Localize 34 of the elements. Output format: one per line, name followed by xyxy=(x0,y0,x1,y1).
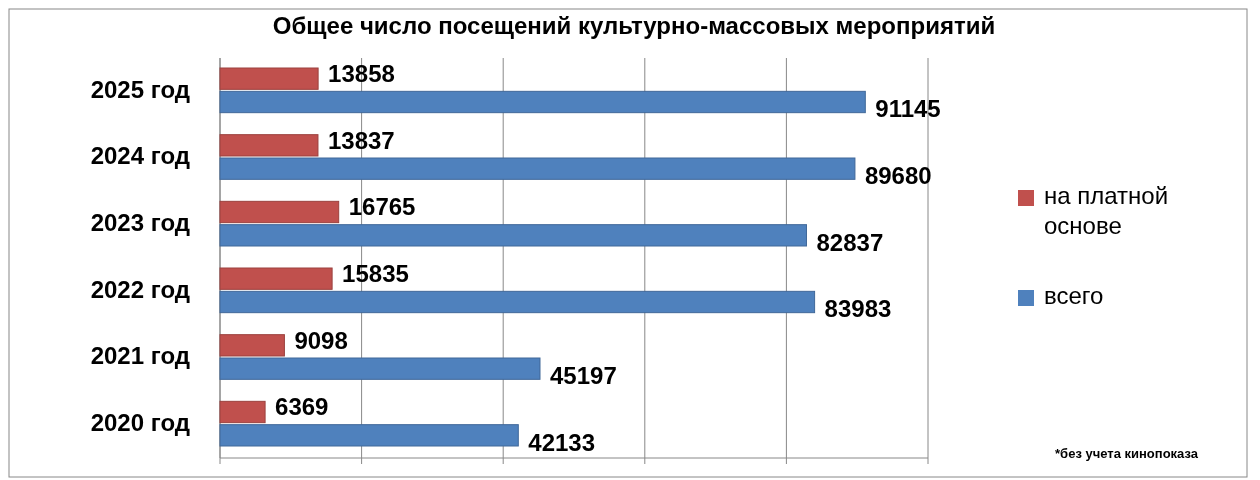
data-label: 91145 xyxy=(875,95,941,123)
bar xyxy=(219,200,340,224)
legend-label: всего xyxy=(1044,282,1104,310)
data-label: 83983 xyxy=(824,295,892,323)
bar xyxy=(219,334,285,357)
data-label: 16765 xyxy=(348,193,416,221)
data-label: 89680 xyxy=(864,162,932,190)
y-tick-label: 2023 год xyxy=(90,209,190,237)
data-label: 13837 xyxy=(327,126,395,154)
bar xyxy=(219,357,541,380)
y-tick-label: 2021 год xyxy=(90,342,190,370)
bar xyxy=(219,90,866,114)
bar xyxy=(219,134,319,157)
bar xyxy=(219,157,856,180)
data-label: 82837 xyxy=(816,228,884,256)
y-tick-label: 2024 год xyxy=(90,142,190,170)
bar xyxy=(219,424,519,447)
y-tick-label: 2022 год xyxy=(90,275,190,303)
y-tick-label: 2020 год xyxy=(90,409,190,437)
y-tick-label: 2025 год xyxy=(90,75,190,103)
bar xyxy=(219,267,333,290)
data-label: 42133 xyxy=(528,428,596,456)
data-label: 6369 xyxy=(275,393,329,421)
legend-label: на платной основе xyxy=(1044,182,1169,240)
bar xyxy=(219,290,816,314)
chart-title: Общее число посещений культурно-массовых мероприятий xyxy=(272,12,996,39)
bar xyxy=(219,67,319,90)
text: *без учета кинопоказа xyxy=(1055,446,1199,461)
data-label: 9098 xyxy=(294,326,348,354)
data-label: 15835 xyxy=(342,260,409,288)
data-label: 13858 xyxy=(328,60,395,88)
bar xyxy=(219,400,266,424)
bar xyxy=(219,224,807,247)
data-label: 45197 xyxy=(549,362,617,390)
